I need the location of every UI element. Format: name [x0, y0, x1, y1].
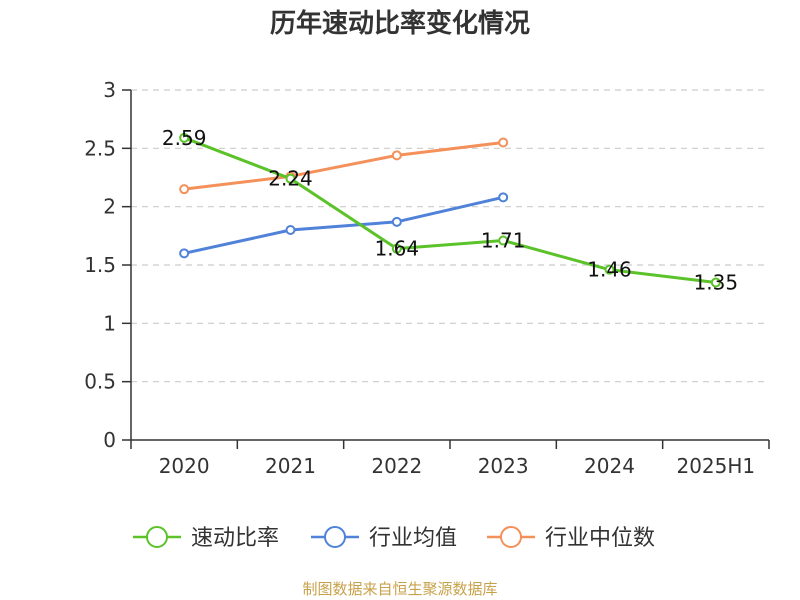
data-label: 2.59: [162, 126, 207, 150]
legend-label: 行业中位数: [545, 526, 655, 551]
y-tick-label: 2.5: [84, 136, 116, 160]
chart-title: 历年速动比率变化情况: [269, 9, 530, 39]
y-tick-label: 1.5: [84, 253, 116, 277]
x-tick-label: 2023: [478, 454, 529, 478]
y-tick-label: 3: [103, 78, 116, 102]
data-label: 2.24: [268, 167, 313, 191]
data-point: [179, 248, 190, 259]
data-point: [498, 192, 509, 203]
y-tick-label: 0.5: [84, 370, 116, 394]
data-point: [604, 264, 615, 275]
data-point: [391, 243, 402, 254]
data-point: [710, 277, 721, 288]
data-point: [285, 173, 296, 184]
data-labels: 2.59 2.24 1.64 1.71 1.46 1.35: [162, 126, 738, 295]
y-tick-label: 0: [103, 428, 116, 452]
legend-marker-icon: [146, 526, 168, 548]
series-line-1: [183, 195, 504, 255]
series-lines: [179, 132, 721, 288]
legend-marker-icon: [324, 526, 346, 548]
gridlines: [131, 89, 769, 383]
series-line-2: [183, 141, 504, 191]
series-line-0: [183, 136, 717, 284]
legend[interactable]: 速动比率 行业均值 行业中位数: [133, 526, 655, 551]
axes: 0 0.5 1 1.5 2 2.5 3 2020 2021 2022 2023 2024 2025H1: [84, 78, 770, 478]
source-note: 制图数据来自恒生聚源数据库: [302, 580, 498, 598]
data-label: 1.35: [694, 271, 739, 295]
x-tick-label: 2021: [265, 454, 316, 478]
data-point: [179, 132, 190, 143]
legend-item[interactable]: 行业均值: [311, 526, 457, 551]
x-tick-label: 2025H1: [676, 454, 755, 478]
x-tick-label: 2022: [371, 454, 422, 478]
data-point: [179, 184, 190, 195]
data-point: [498, 137, 509, 148]
data-point: [285, 225, 296, 235]
x-tick-label: 2024: [584, 454, 635, 478]
data-label: 1.46: [587, 258, 632, 282]
data-point: [498, 235, 509, 246]
y-tick-label: 2: [103, 195, 116, 219]
data-point: [391, 216, 402, 227]
legend-item[interactable]: 行业中位数: [487, 526, 655, 551]
data-label: 1.64: [375, 237, 420, 261]
data-point: [391, 150, 402, 161]
legend-item[interactable]: 速动比率: [133, 526, 279, 551]
data-label: 1.71: [481, 229, 526, 253]
legend-marker-icon: [500, 526, 522, 548]
legend-label: 速动比率: [191, 526, 279, 551]
legend-label: 行业均值: [369, 526, 457, 551]
x-tick-label: 2020: [159, 454, 210, 478]
y-tick-label: 1: [103, 311, 116, 335]
